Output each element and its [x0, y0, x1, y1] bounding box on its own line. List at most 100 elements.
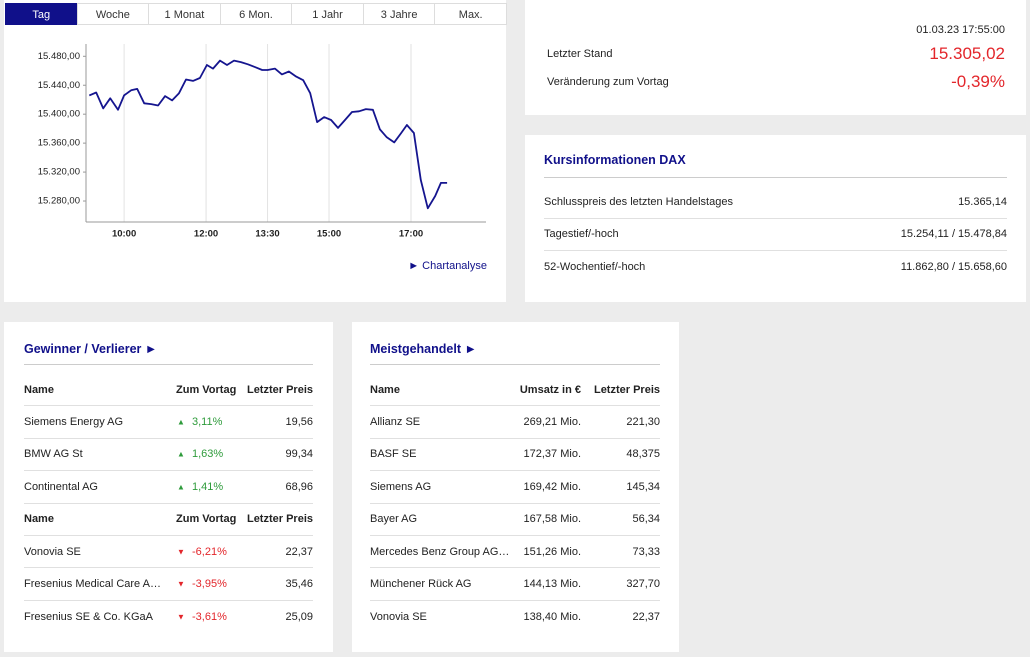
info-row: Schlusspreis des letzten Handelstages 15.… — [544, 186, 1007, 219]
change-value: 1,41% — [192, 480, 224, 493]
down-arrow-icon: ▼ — [177, 612, 185, 622]
table-row: Vonovia SE 138,40 Mio. 22,37 — [370, 601, 660, 633]
stock-name: Continental AG — [24, 480, 98, 493]
info-label: Tagestief/-hoch — [544, 228, 619, 241]
stock-name: Fresenius SE & Co. KGaA — [24, 610, 153, 623]
change-value: -3,95% — [192, 578, 227, 591]
quote-value: -0,39% — [951, 72, 1005, 91]
table-row: Siemens AG 169,42 Mio. 145,34 — [370, 471, 660, 504]
turnover: 167,58 Mio. — [523, 513, 581, 526]
chart: 10:00 12:00 13:30 15:00 17:00 15.280,00 15.320… — [38, 44, 486, 240]
column-header: Letzter Preis — [593, 383, 660, 396]
stock-name: Vonovia SE — [24, 545, 81, 558]
stock-name: Mercedes Benz Group AG… — [370, 545, 510, 558]
column-header: Zum Vortag — [176, 383, 237, 396]
quote-label: Letzter Stand — [547, 48, 613, 60]
chart-link-text: Chartanalyse — [422, 260, 487, 272]
table-row: BMW AG St ▲ 1,63% 99,34 — [24, 439, 313, 472]
info-label: Schlusspreis des letzten Handelstages — [544, 195, 733, 208]
movers-panel: Gewinner / Verlierer ► Name Zum Vortag Let… — [4, 322, 333, 652]
info-value: 15.365,14 — [958, 195, 1007, 208]
most-traded-panel: Meistgehandelt ► Name Umsatz in € Letzter … — [352, 322, 679, 652]
y-tick-label: 15.480,00 — [38, 51, 80, 62]
turnover: 269,21 Mio. — [523, 416, 581, 429]
divider — [24, 364, 313, 365]
table-row: Continental AG ▲ 1,41% 68,96 — [24, 471, 313, 504]
last-price: 19,56 — [285, 416, 313, 429]
table-row: Name Zum Vortag Letzter Preis — [24, 374, 313, 407]
panel-title: Kursinformationen DAX — [544, 153, 686, 167]
price-info-panel: Kursinformationen DAX Schlusspreis des l… — [525, 135, 1026, 302]
y-tick-label: 15.360,00 — [38, 138, 80, 149]
turnover: 144,13 Mio. — [523, 578, 581, 591]
info-label: 52-Wochentief/-hoch — [544, 261, 646, 274]
last-price: 25,09 — [285, 610, 313, 623]
last-price: 22,37 — [285, 545, 313, 558]
table-row: Mercedes Benz Group AG… 151,26 Mio. 73,33 — [370, 536, 660, 569]
table-row: Name Zum Vortag Letzter Preis — [24, 504, 313, 536]
divider — [544, 177, 1007, 178]
table-row: Fresenius Medical Care A… ▼ -3,95% 35,46 — [24, 568, 313, 601]
last-price: 99,34 — [285, 448, 313, 461]
info-value: 11.862,80 / 15.658,60 — [900, 261, 1007, 274]
change-value: -6,21% — [192, 545, 227, 558]
panel-title-link[interactable]: Meistgehandelt ► — [370, 342, 477, 356]
last-price: 56,34 — [632, 513, 660, 526]
arrow-icon: ► — [461, 342, 477, 356]
chart-link[interactable]: ► Chartanalyse — [408, 260, 487, 272]
x-tick-label: 13:30 — [255, 229, 279, 240]
stock-name: Münchener Rück AG — [370, 578, 472, 591]
stock-name: BMW AG St — [24, 448, 83, 461]
table-row: Münchener Rück AG 144,13 Mio. 327,70 — [370, 568, 660, 601]
column-header: Name — [370, 383, 400, 396]
turnover: 138,40 Mio. — [523, 610, 581, 623]
last-price: 221,30 — [626, 416, 660, 429]
last-price: 145,34 — [626, 480, 660, 493]
panel-title: Meistgehandelt — [370, 342, 461, 356]
column-header: Name — [24, 513, 54, 526]
column-header: Letzter Preis — [246, 383, 313, 396]
price-line — [88, 59, 448, 210]
stock-name: Fresenius Medical Care A… — [24, 578, 161, 591]
turnover: 169,42 Mio. — [523, 480, 581, 493]
last-price: 327,70 — [626, 578, 660, 591]
x-tick-label: 17:00 — [399, 229, 423, 240]
down-arrow-icon: ▼ — [177, 547, 185, 557]
table-row: Fresenius SE & Co. KGaA ▼ -3,61% 25,09 — [24, 601, 313, 633]
info-row: Tagestief/-hoch 15.254,11 / 15.478,84 — [544, 219, 1007, 251]
table-row: Siemens Energy AG ▲ 3,11% 19,56 — [24, 406, 313, 439]
quote-panel: 01.03.23 17:55:00 Letzter Stand 15.305,0… — [525, 0, 1026, 115]
quote-value: 15.305,02 — [929, 44, 1005, 63]
stock-name: Vonovia SE — [370, 610, 427, 623]
table-row: Name Umsatz in € Letzter Preis — [370, 374, 660, 407]
change-value: 3,11% — [192, 416, 223, 429]
last-price: 35,46 — [285, 578, 313, 591]
y-tick-label: 15.280,00 — [38, 196, 80, 207]
quote-label: Veränderung zum Vortag — [547, 76, 669, 88]
stock-name: Siemens AG — [370, 480, 432, 493]
divider — [370, 364, 660, 365]
tab[interactable]: Max. — [434, 3, 507, 25]
last-price: 68,96 — [285, 480, 313, 493]
column-header: Umsatz in € — [519, 383, 581, 396]
up-arrow-icon: ▲ — [177, 449, 185, 459]
stock-name: BASF SE — [370, 448, 417, 461]
arrow-icon: ► — [408, 260, 423, 272]
chart-panel: Tag Woche 1 Monat 6 Mon. 1 Jahr 3 Jahre Max. 1… — [4, 0, 507, 302]
y-tick-label: 15.440,00 — [38, 80, 80, 91]
table-row: BASF SE 172,37 Mio. 48,375 — [370, 439, 660, 472]
arrow-icon: ► — [141, 342, 158, 356]
x-tick-label: 10:00 — [112, 229, 136, 240]
info-value: 15.254,11 / 15.478,84 — [900, 228, 1007, 241]
turnover: 151,26 Mio. — [523, 545, 581, 558]
stock-name: Allianz SE — [370, 416, 421, 429]
panel-title-link[interactable]: Gewinner / Verlierer ► — [24, 342, 157, 356]
up-arrow-icon: ▲ — [177, 417, 185, 427]
down-arrow-icon: ▼ — [177, 579, 185, 589]
table-row: Allianz SE 269,21 Mio. 221,30 — [370, 406, 660, 439]
x-tick-label: 15:00 — [317, 229, 341, 240]
last-price: 73,33 — [632, 545, 660, 558]
table-row: Bayer AG 167,58 Mio. 56,34 — [370, 504, 660, 536]
stock-name: Siemens Energy AG — [24, 416, 124, 429]
change-value: 1,63% — [192, 448, 224, 461]
